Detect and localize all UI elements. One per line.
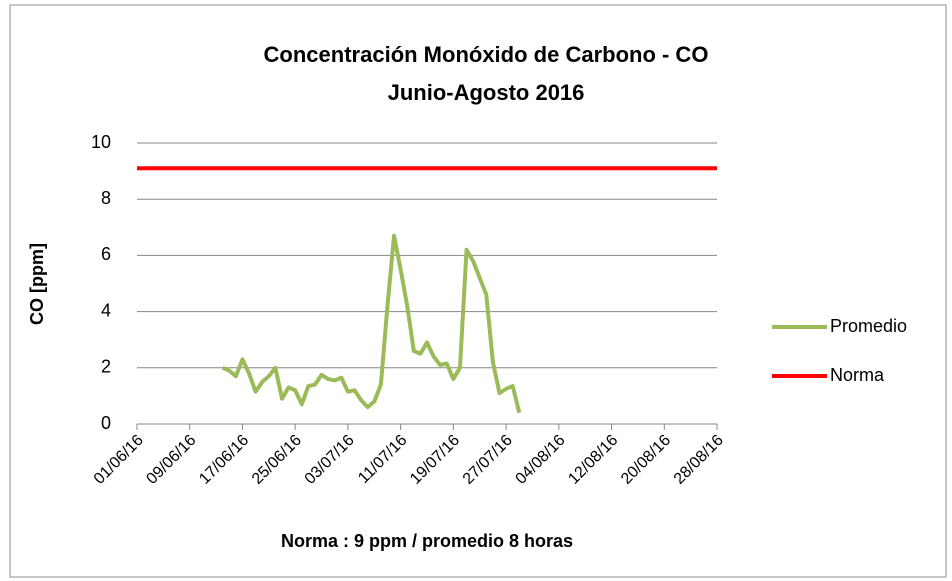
y-tick-label: 8 bbox=[101, 188, 111, 208]
legend-label: Promedio bbox=[830, 316, 907, 336]
y-tick-label: 10 bbox=[91, 132, 111, 152]
y-axis-label: CO [ppm] bbox=[27, 243, 47, 325]
y-tick-label: 0 bbox=[101, 413, 111, 433]
y-tick-label: 4 bbox=[101, 300, 111, 320]
chart-frame bbox=[9, 4, 947, 578]
chart-title: Concentración Monóxido de Carbono - CO bbox=[264, 42, 709, 67]
chart-subtitle: Junio-Agosto 2016 bbox=[388, 80, 585, 105]
line-series bbox=[221, 233, 522, 414]
legend-label: Norma bbox=[830, 365, 885, 385]
x-axis-label: Norma : 9 ppm / promedio 8 horas bbox=[281, 531, 573, 551]
y-tick-label: 2 bbox=[101, 357, 111, 377]
y-tick-label: 6 bbox=[101, 244, 111, 264]
